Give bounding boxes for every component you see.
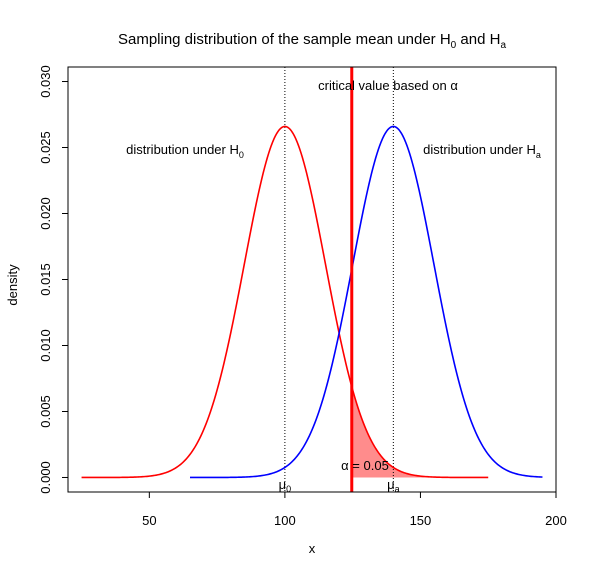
y-tick-label: 0.005 [38, 395, 53, 428]
y-tick-label: 0.030 [38, 65, 53, 98]
x-tick-label: 100 [274, 513, 296, 528]
mu-label-1: μa [387, 477, 400, 494]
mu-label-0: μ0 [279, 477, 292, 494]
y-tick-label: 0.015 [38, 263, 53, 296]
x-tick-label: 50 [142, 513, 156, 528]
y-tick-label: 0.010 [38, 329, 53, 362]
density-curve-1 [190, 125, 543, 479]
x-tick-label: 200 [545, 513, 567, 528]
annotation-alpha: α = 0.05 [341, 458, 389, 473]
alpha-region [351, 386, 489, 478]
curve-layer [81, 125, 543, 479]
y-axis-label: density [5, 264, 20, 306]
chart-title: Sampling distribution of the sample mean… [118, 31, 506, 51]
annotation-critical-value: critical value based on α [318, 78, 458, 93]
annotation-dist-h0: distribution under H0 [126, 142, 244, 160]
y-tick-label: 0.025 [38, 131, 53, 164]
shaded-region-layer [351, 386, 489, 478]
density-curve-0 [81, 125, 489, 479]
plot-frame [67, 66, 557, 493]
y-tick-label: 0.020 [38, 197, 53, 230]
mean-lines-layer: μ0 μa [279, 67, 400, 494]
x-axis-label: x [309, 541, 316, 556]
x-tick-label: 150 [410, 513, 432, 528]
y-tick-label: 0.000 [38, 461, 53, 494]
annotation-dist-ha: distribution under Ha [423, 142, 541, 160]
axes-layer: 50 100 150 200 0.000 0.005 0.010 0.015 0.020 0.02… [38, 65, 567, 528]
